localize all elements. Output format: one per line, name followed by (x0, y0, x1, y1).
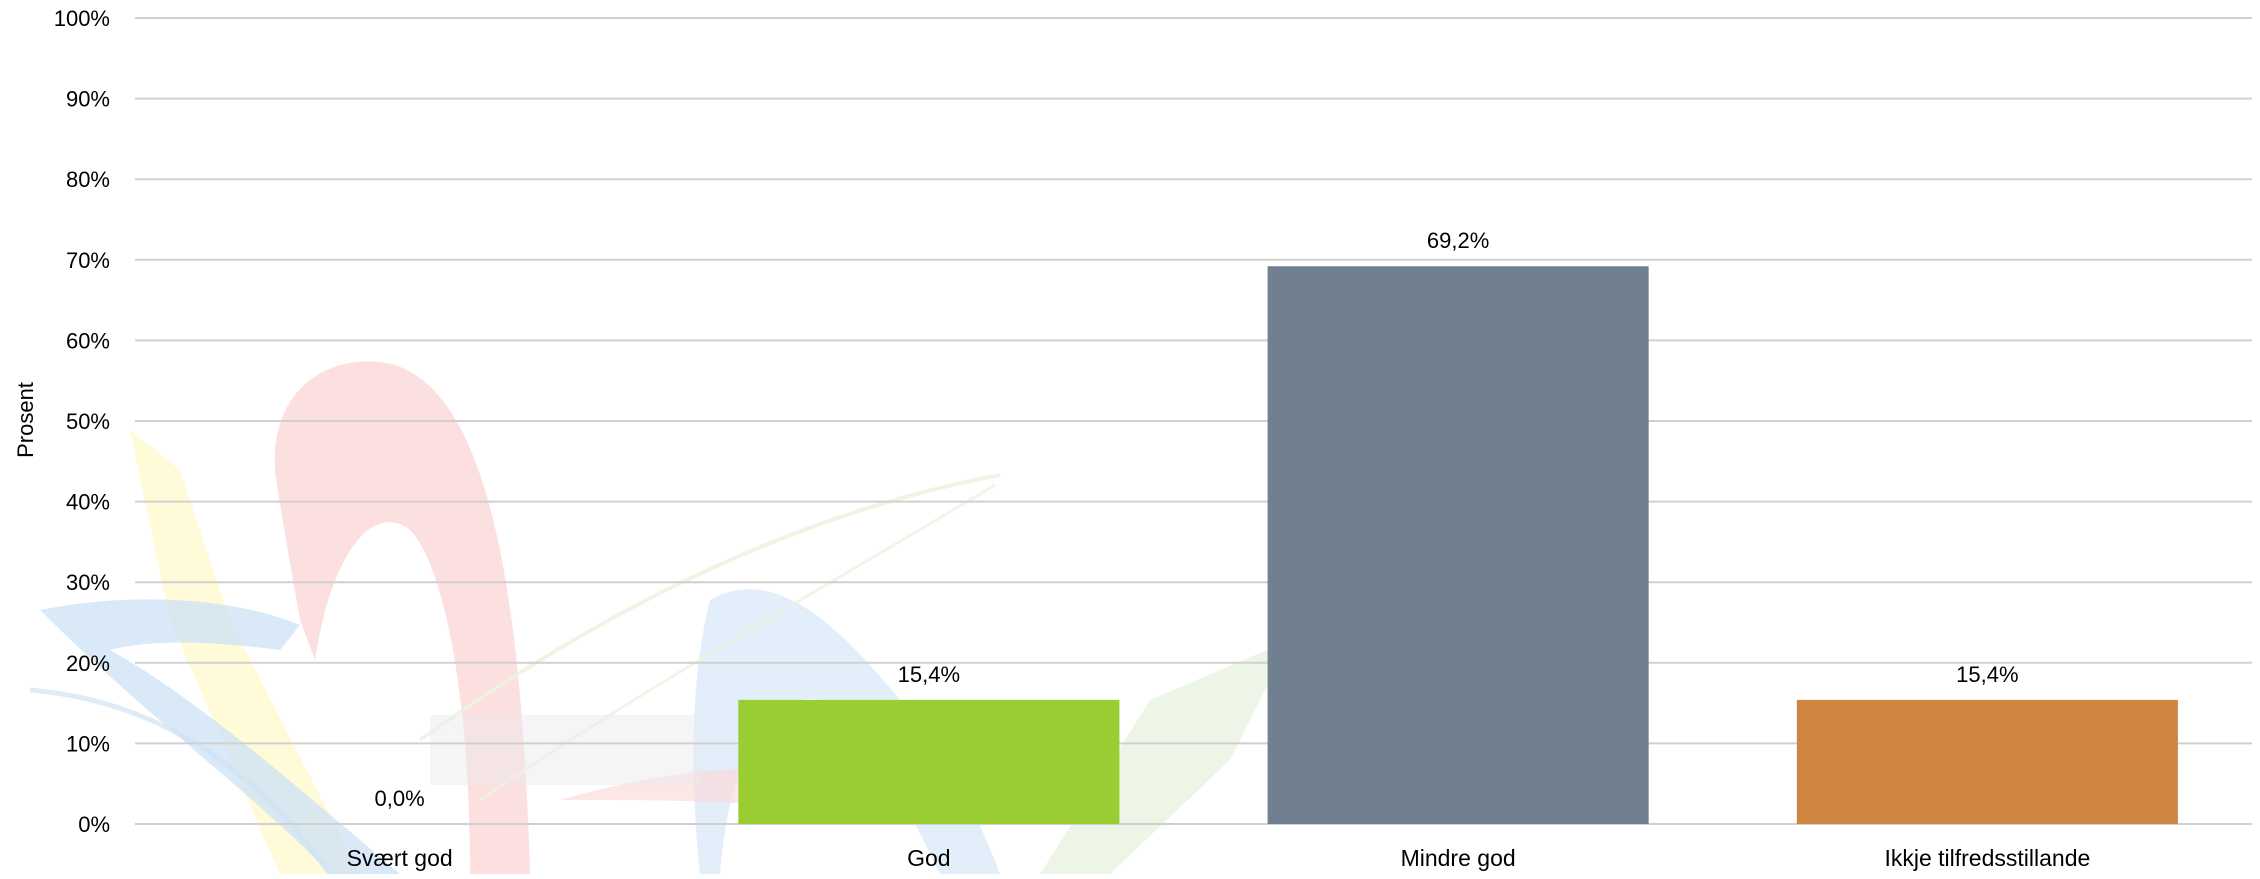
x-tick-label: Ikkje tilfredsstillande (1884, 845, 2090, 871)
y-tick-label: 0% (78, 812, 110, 837)
x-axis-tick-labels: Svært god God Mindre god Ikkje tilfredsstil… (347, 845, 2091, 871)
x-tick-label: Svært god (347, 845, 453, 871)
bars (738, 266, 2178, 824)
y-tick-label: 50% (66, 409, 110, 434)
y-axis-tick-labels: 0% 10% 20% 30% 40% 50% 60% 70% 80% 90% 100% (54, 6, 110, 837)
data-label: 69,2% (1427, 228, 1489, 253)
data-label: 15,4% (1956, 662, 2018, 687)
y-tick-label: 70% (66, 248, 110, 273)
y-tick-label: 20% (66, 651, 110, 676)
x-tick-label: God (907, 845, 950, 871)
y-tick-label: 40% (66, 490, 110, 515)
y-tick-label: 10% (66, 731, 110, 756)
bar-4 (1796, 699, 2178, 824)
y-tick-label: 100% (54, 6, 110, 31)
y-tick-label: 30% (66, 570, 110, 595)
data-label: 0,0% (375, 786, 425, 811)
data-label: 15,4% (898, 662, 960, 687)
y-tick-label: 90% (66, 87, 110, 112)
bar-3 (1267, 266, 1649, 824)
bar-2 (738, 699, 1120, 824)
y-tick-label: 60% (66, 328, 110, 353)
y-axis-title: Prosent (13, 382, 38, 458)
background-watermark (29, 361, 1290, 876)
x-tick-label: Mindre god (1401, 845, 1516, 871)
data-labels: 0,0% 15,4% 69,2% 15,4% (375, 228, 2019, 811)
y-tick-label: 80% (66, 167, 110, 192)
